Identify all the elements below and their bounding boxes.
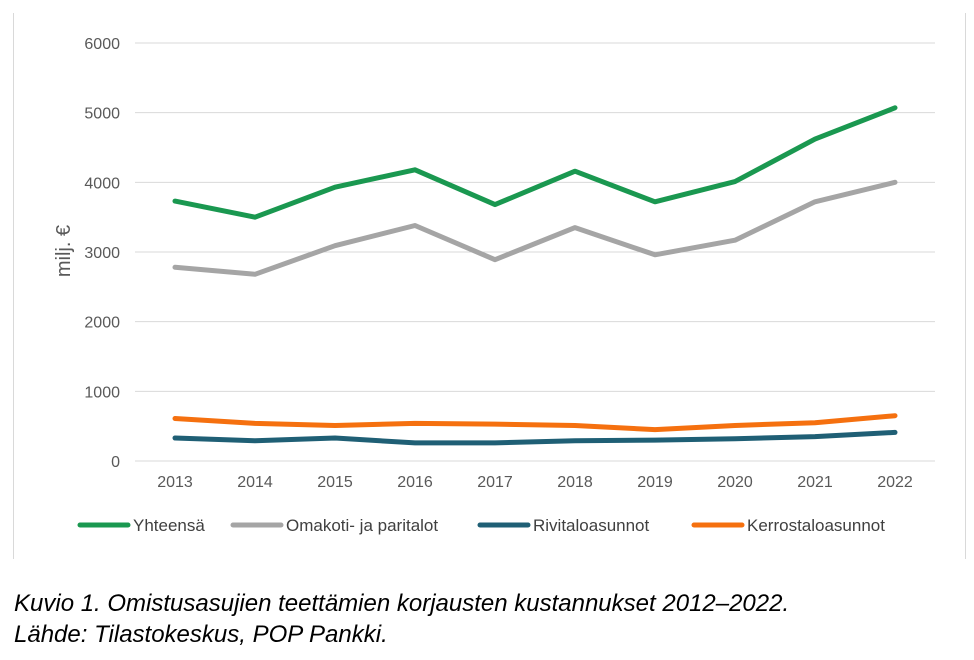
x-tick-label: 2015 [317, 474, 353, 491]
series-line [172, 429, 898, 446]
legend: Yhteensä Omakoti- ja paritalot Rivitaloasu… [77, 516, 885, 535]
y-tick-label: 4000 [84, 175, 120, 192]
caption-title: Kuvio 1. Omistusasujien teettämien korja… [14, 590, 790, 617]
x-tick-label: 2022 [877, 474, 913, 491]
legend-label: Yhteensä [133, 516, 205, 535]
y-tick-label: 3000 [84, 245, 120, 262]
y-axis-label: milj. € [53, 225, 75, 277]
legend-label: Omakoti- ja paritalot [286, 516, 438, 535]
x-tick-label: 2016 [397, 474, 433, 491]
chart-frame [13, 13, 966, 559]
series-line [172, 105, 898, 220]
y-tick-label: 2000 [84, 315, 120, 332]
gridlines [135, 42, 935, 462]
figure-caption: Kuvio 1. Omistusasujien teettämien korja… [14, 588, 789, 650]
y-tick-label: 1000 [84, 384, 120, 401]
x-tick-label: 2014 [237, 474, 273, 491]
y-axis-ticks: 0 1000 2000 3000 4000 5000 6000 [84, 36, 120, 471]
caption-source: Lähde: Tilastokeskus, POP Pankki. [14, 621, 388, 648]
x-tick-label: 2017 [477, 474, 513, 491]
series-line [172, 179, 898, 277]
series-lines [172, 105, 898, 446]
x-tick-label: 2020 [717, 474, 753, 491]
series-line [172, 413, 898, 433]
x-tick-label: 2018 [557, 474, 593, 491]
x-tick-label: 2019 [637, 474, 673, 491]
x-axis-ticks: 2013 2014 2015 2016 2017 2018 2019 2020 2021 2022 [157, 474, 913, 491]
y-tick-label: 6000 [84, 36, 120, 53]
legend-label: Rivitaloasunnot [533, 516, 650, 535]
x-tick-label: 2021 [797, 474, 833, 491]
legend-label: Kerrostaloasunnot [747, 516, 885, 535]
y-tick-label: 5000 [84, 106, 120, 123]
x-tick-label: 2013 [157, 474, 193, 491]
y-tick-label: 0 [111, 454, 120, 471]
